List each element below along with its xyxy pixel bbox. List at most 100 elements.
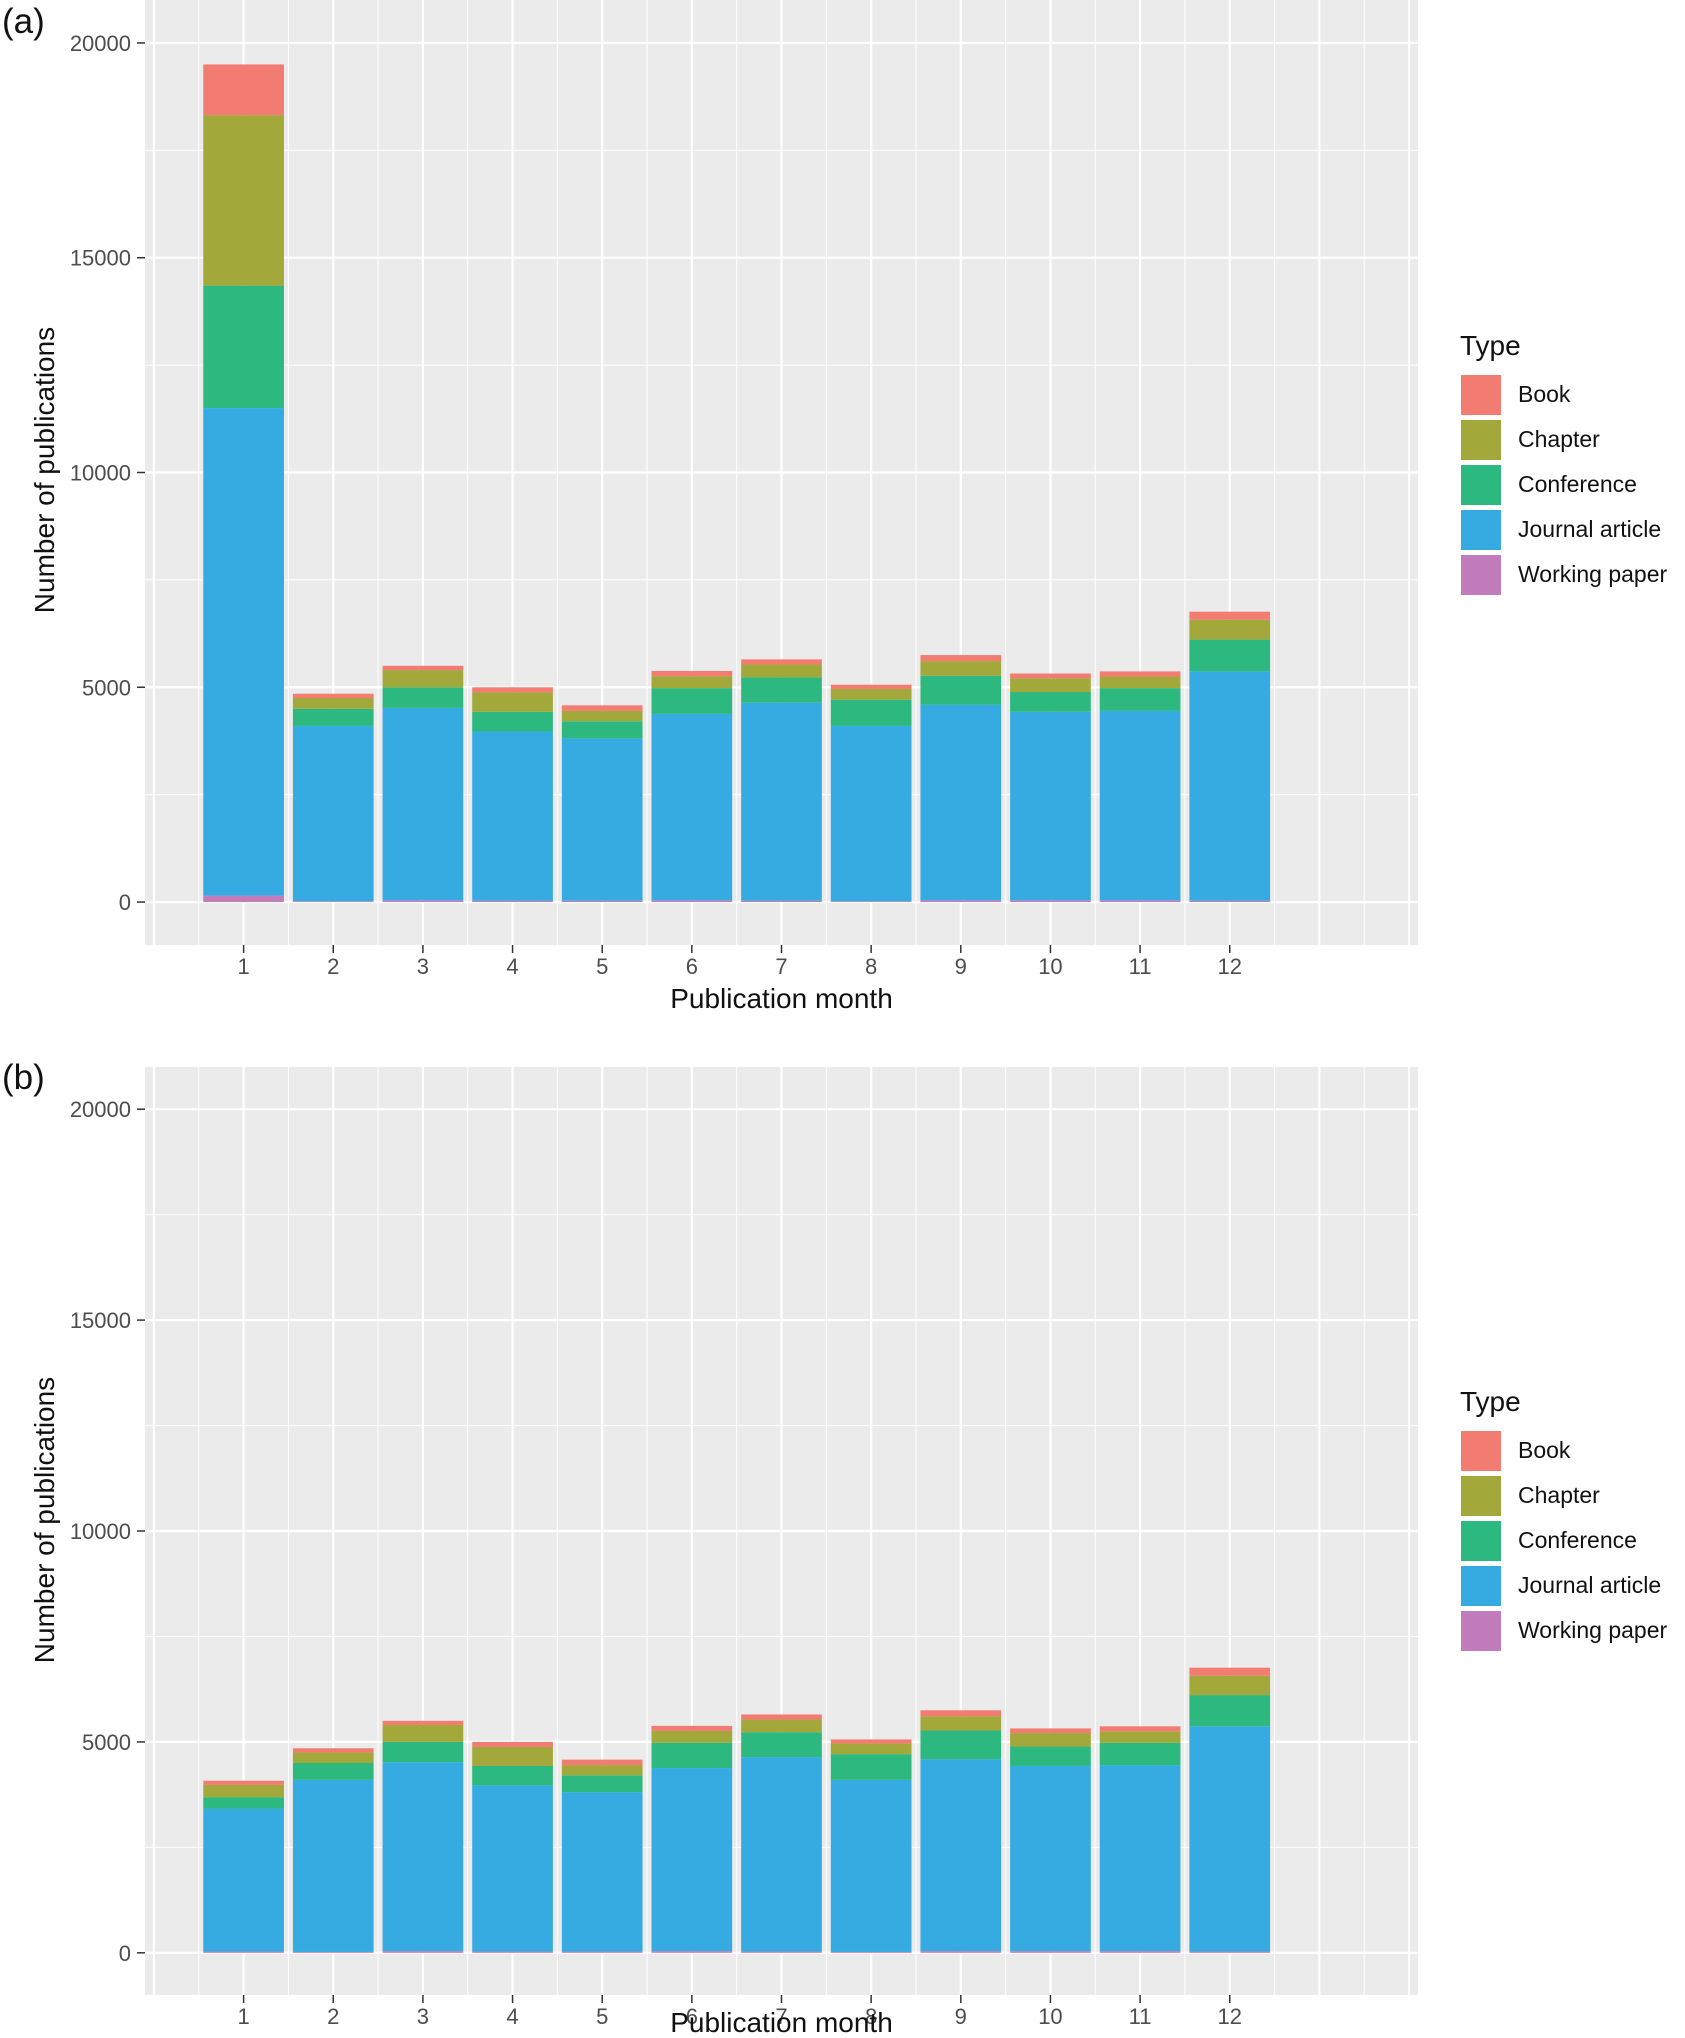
bar-segment-book	[920, 655, 1002, 662]
y-tick-label: 0	[119, 1941, 131, 1966]
bar-segment-book	[203, 1780, 284, 1785]
bar-segment-working-paper	[1099, 900, 1181, 903]
legend-item-working-paper: Working paper	[1460, 1608, 1667, 1653]
bar-segment-chapter	[561, 1765, 643, 1776]
bar-segment-book	[292, 693, 374, 699]
bar-segment-conference	[1189, 639, 1271, 672]
bar-segment-chapter	[830, 688, 912, 700]
bar-segment-journal-article	[292, 725, 374, 902]
bar-segment-journal-article	[1099, 1765, 1181, 1952]
x-tick-label: 10	[1038, 2004, 1062, 2029]
bar-segment-book	[651, 670, 733, 677]
y-tick-label: 15000	[70, 1308, 131, 1333]
bar-segment-journal-article	[830, 725, 912, 902]
bar-segment-working-paper	[1099, 1951, 1181, 1953]
x-axis-title: Publication month	[670, 2007, 893, 2038]
bar-segment-working-paper	[1010, 1951, 1091, 1953]
bar-segment-chapter	[651, 676, 733, 689]
bar-segment-conference	[741, 677, 822, 703]
chart-panel-a: (a) 0 5000 10000 15000 20000 1 2 3 4 5 6 7 8 9 10 11 12 P…	[2, 0, 1667, 1014]
bar-segment-journal-article	[292, 1779, 374, 1952]
legend-label: Working paper	[1518, 561, 1668, 587]
bar-segment-book	[1189, 1667, 1271, 1676]
bar-segment-chapter	[741, 1719, 822, 1733]
bar-segment-journal-article	[382, 1762, 464, 1952]
bar-segment-working-paper	[561, 1951, 643, 1953]
x-tick-label: 8	[865, 2004, 877, 2029]
legend-item-chapter: Chapter	[1460, 417, 1667, 462]
bar-segment-conference	[1099, 688, 1181, 711]
panel-label: (b)	[2, 1058, 45, 1097]
bar-segment-conference	[1099, 1742, 1181, 1766]
x-tick-label: 6	[686, 2004, 698, 2029]
legend-item-journal-article: Journal article	[1460, 1563, 1667, 1608]
bar-segment-book	[741, 659, 822, 665]
x-tick-label: 5	[596, 2004, 608, 2029]
bar-segment-book	[203, 64, 284, 116]
legend-item-conference: Conference	[1460, 1518, 1667, 1563]
legend-key-book	[1460, 1429, 1502, 1472]
legend-label: Conference	[1518, 471, 1637, 497]
bar-segment-working-paper	[292, 1951, 374, 1953]
x-tick-label: 4	[506, 2004, 518, 2029]
x-tick-label: 6	[686, 954, 698, 979]
x-tick-label: 4	[506, 954, 518, 979]
panel-label: (a)	[2, 2, 45, 41]
bar-segment-conference	[920, 675, 1002, 705]
bar-segment-journal-article	[1010, 711, 1091, 901]
x-tick-label: 5	[596, 954, 608, 979]
legend-key-conference	[1460, 1519, 1502, 1562]
legend-title: Type	[1460, 1386, 1521, 1417]
y-tick-label: 20000	[70, 31, 131, 56]
bar-segment-working-paper	[1010, 900, 1091, 903]
bar-segment-book	[1099, 671, 1181, 677]
legend-item-journal-article: Journal article	[1460, 507, 1667, 552]
bar-segment-book	[651, 1725, 733, 1731]
bar-segment-working-paper	[1189, 900, 1271, 903]
y-tick-label: 0	[119, 890, 131, 915]
bar-segment-working-paper	[382, 1951, 464, 1953]
bar-segment-conference	[382, 1741, 464, 1763]
bar-segment-journal-article	[651, 713, 733, 901]
legend-label: Chapter	[1518, 426, 1600, 452]
x-axis-title: Publication month	[670, 983, 893, 1014]
bar-segment-working-paper	[1189, 1951, 1271, 1953]
bar-segment-chapter	[382, 1725, 464, 1742]
bar-segment-conference	[561, 1775, 643, 1793]
bar-segment-journal-article	[920, 1759, 1002, 1952]
bar-segment-book	[472, 1741, 553, 1747]
bar-segment-book	[1010, 673, 1091, 679]
x-tick-label: 3	[417, 2004, 429, 2029]
bar-segment-conference	[382, 687, 464, 708]
bar-segment-journal-article	[1099, 710, 1181, 901]
bar-segment-journal-article	[382, 707, 464, 901]
bar-segment-journal-article	[1189, 671, 1271, 901]
bar-segment-conference	[1010, 691, 1091, 712]
bar-segment-chapter	[1099, 1731, 1181, 1743]
bar-segment-conference	[830, 699, 912, 726]
bar-segment-chapter	[920, 1716, 1002, 1731]
bar-segment-chapter	[203, 115, 284, 286]
bar-segment-conference	[561, 721, 643, 739]
bar-segment-working-paper	[651, 1951, 733, 1953]
bar-segment-working-paper	[741, 1951, 822, 1953]
bar-segment-journal-article	[472, 1785, 553, 1952]
bar-segment-working-paper	[830, 901, 912, 903]
bar-segment-book	[830, 684, 912, 689]
legend: Type Book Chapter Conference Journal art…	[1460, 330, 1667, 597]
bar-segment-working-paper	[920, 900, 1002, 903]
y-tick-label: 20000	[70, 1097, 131, 1122]
bar-segment-conference	[472, 711, 553, 732]
bar-segment-book	[382, 665, 464, 671]
legend-item-working-paper: Working paper	[1460, 552, 1667, 597]
legend-key-chapter	[1460, 1474, 1502, 1517]
bar-segment-journal-article	[920, 704, 1002, 901]
y-tick-label: 5000	[82, 675, 131, 700]
bar-segment-chapter	[651, 1730, 733, 1743]
bar-segment-working-paper	[382, 900, 464, 903]
x-tick-label: 9	[955, 954, 967, 979]
x-tick-label: 7	[775, 954, 787, 979]
chart-panel-b: (b) 0 5000 10000 15000 20000 1 2 3 4 5 6 7 8 9 10 11 12 P…	[0, 1050, 1685, 2038]
bar-segment-journal-article	[203, 408, 284, 896]
